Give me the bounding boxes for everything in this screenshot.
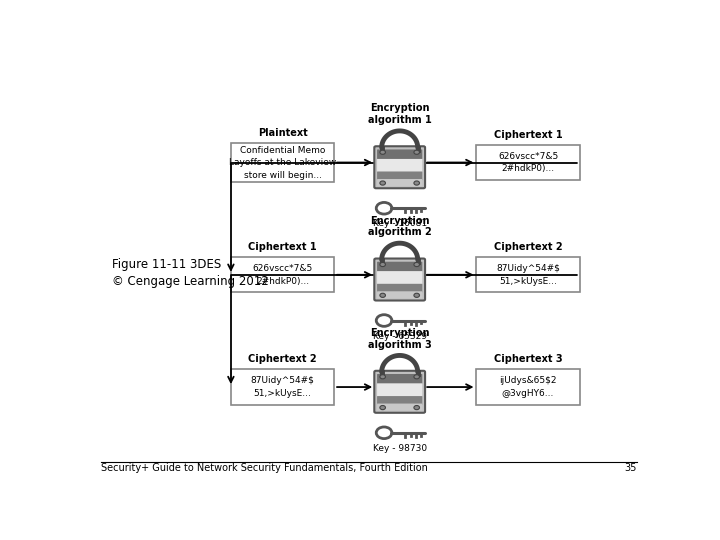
FancyBboxPatch shape bbox=[377, 271, 423, 284]
Text: Plaintext: Plaintext bbox=[258, 128, 307, 138]
Text: Figure 11-11 3DES
© Cengage Learning 2012: Figure 11-11 3DES © Cengage Learning 201… bbox=[112, 258, 269, 288]
FancyBboxPatch shape bbox=[477, 369, 580, 404]
Text: Ciphertext 3: Ciphertext 3 bbox=[494, 354, 562, 364]
Circle shape bbox=[414, 181, 420, 185]
Text: 626vscc*7&5
2#hdkP0)...: 626vscc*7&5 2#hdkP0)... bbox=[253, 264, 312, 286]
FancyBboxPatch shape bbox=[374, 371, 425, 413]
FancyBboxPatch shape bbox=[377, 284, 423, 293]
Circle shape bbox=[380, 406, 385, 410]
FancyBboxPatch shape bbox=[477, 145, 580, 180]
FancyBboxPatch shape bbox=[377, 383, 423, 396]
Text: Encryption
algorithm 2: Encryption algorithm 2 bbox=[368, 216, 431, 238]
FancyBboxPatch shape bbox=[377, 179, 423, 186]
FancyBboxPatch shape bbox=[377, 262, 423, 271]
Text: ijUdys&65$2
@3vgHY6...: ijUdys&65$2 @3vgHY6... bbox=[499, 376, 557, 398]
Text: Key - 65329: Key - 65329 bbox=[373, 332, 427, 341]
Circle shape bbox=[380, 150, 385, 154]
FancyBboxPatch shape bbox=[374, 146, 425, 188]
Text: 87Uidy^54#$
51,>kUysE...: 87Uidy^54#$ 51,>kUysE... bbox=[496, 264, 560, 286]
FancyBboxPatch shape bbox=[377, 291, 423, 299]
Text: Ciphertext 1: Ciphertext 1 bbox=[494, 130, 562, 140]
FancyBboxPatch shape bbox=[377, 159, 423, 172]
FancyBboxPatch shape bbox=[377, 150, 423, 159]
Text: 87Uidy^54#$
51,>kUysE...: 87Uidy^54#$ 51,>kUysE... bbox=[251, 376, 315, 398]
FancyBboxPatch shape bbox=[377, 403, 423, 411]
Text: Key - 98730: Key - 98730 bbox=[373, 444, 427, 453]
FancyBboxPatch shape bbox=[377, 374, 423, 383]
Circle shape bbox=[414, 293, 420, 298]
Text: Key - 16081: Key - 16081 bbox=[373, 219, 427, 228]
FancyBboxPatch shape bbox=[374, 259, 425, 301]
FancyBboxPatch shape bbox=[231, 143, 334, 183]
Circle shape bbox=[414, 406, 420, 410]
Circle shape bbox=[414, 150, 420, 154]
FancyBboxPatch shape bbox=[231, 369, 334, 404]
Text: Ciphertext 2: Ciphertext 2 bbox=[248, 354, 317, 364]
Circle shape bbox=[380, 293, 385, 298]
Text: Ciphertext 2: Ciphertext 2 bbox=[494, 242, 562, 252]
Text: 626vscc*7&5
2#hdkP0)...: 626vscc*7&5 2#hdkP0)... bbox=[498, 152, 558, 173]
Circle shape bbox=[414, 262, 420, 267]
Text: Encryption
algorithm 3: Encryption algorithm 3 bbox=[368, 328, 431, 349]
Text: Security+ Guide to Network Security Fundamentals, Fourth Edition: Security+ Guide to Network Security Fund… bbox=[101, 463, 428, 473]
Circle shape bbox=[380, 181, 385, 185]
Text: Encryption
algorithm 1: Encryption algorithm 1 bbox=[368, 104, 431, 125]
Text: Confidential Memo
Layoffs at the Lakeview
store will begin...: Confidential Memo Layoffs at the Lakevie… bbox=[229, 145, 336, 179]
Circle shape bbox=[414, 375, 420, 379]
Text: Ciphertext 1: Ciphertext 1 bbox=[248, 242, 317, 252]
FancyBboxPatch shape bbox=[377, 172, 423, 180]
Text: 35: 35 bbox=[624, 463, 637, 473]
FancyBboxPatch shape bbox=[231, 257, 334, 293]
FancyBboxPatch shape bbox=[377, 396, 423, 405]
Circle shape bbox=[380, 262, 385, 267]
Circle shape bbox=[380, 375, 385, 379]
FancyBboxPatch shape bbox=[477, 257, 580, 293]
